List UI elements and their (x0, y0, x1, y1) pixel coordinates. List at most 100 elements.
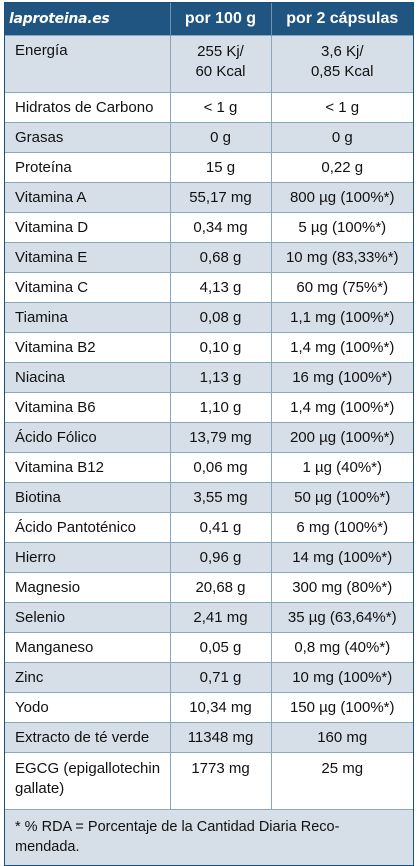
value-per-100g: 0,96 g (169, 542, 271, 573)
value-per-2-capsules-line: 1 µg (40%*) (302, 458, 382, 476)
value-per-100g-line: 0,10 g (199, 338, 242, 356)
value-per-100g-line: 3,55 mg (193, 488, 248, 506)
value-per-2-capsules: 50 µg (100%*) (270, 482, 413, 513)
value-per-2-capsules-line: 25 mg (321, 760, 364, 777)
nutrient-name: Tiamina (5, 302, 170, 333)
nutrient-name: Magnesio (5, 572, 170, 603)
value-per-100g: 255 Kj/60 Kcal (169, 35, 271, 93)
value-per-100g-line: 0,05 g (199, 638, 242, 656)
value-per-100g-line: 255 Kj/ (197, 43, 244, 60)
nutrient-name: Hierro (5, 542, 170, 573)
value-per-2-capsules-line: 1,4 mg (100%*) (290, 338, 395, 356)
value-per-2-capsules: 10 mg (100%*) (270, 662, 413, 693)
value-per-2-capsules: 16 mg (100%*) (270, 362, 413, 393)
value-per-2-capsules-line: 60 mg (75%*) (296, 278, 389, 296)
table-row: Tiamina 0,08 g 1,1 mg (100%*) (5, 302, 413, 333)
value-per-2-capsules-line: 10 mg (83,33%*) (285, 248, 399, 266)
nutrient-name: Ácido Fólico (5, 422, 170, 453)
nutrient-name: Yodo (5, 692, 170, 723)
nutrient-name: Vitamina B12 (5, 452, 170, 483)
brand-logo: laproteina.es (5, 3, 170, 36)
value-per-2-capsules-line: 5 µg (100%*) (298, 218, 387, 236)
table-row: Vitamina A 55,17 mg 800 µg (100%*) (5, 182, 413, 213)
table-row: Ácido Fólico 13,79 mg 200 µg (100%*) (5, 422, 413, 453)
nutrient-name: Vitamina D (5, 212, 170, 243)
nutrient-name: Selenio (5, 602, 170, 633)
value-per-100g: 4,13 g (169, 272, 271, 303)
table-body: Energía 255 Kj/60 Kcal 3,6 Kj/0,85 Kcal Hid… (5, 35, 413, 809)
value-per-100g-line: < 1 g (203, 98, 238, 116)
table-row: Biotina 3,55 mg 50 µg (100%*) (5, 482, 413, 513)
value-per-100g-line: 0,34 mg (193, 218, 248, 236)
value-per-2-capsules-line: 6 mg (100%*) (296, 518, 389, 536)
nutrient-name: Extracto de té verde (5, 722, 170, 753)
brand-logo-text: laproteina.es (9, 11, 110, 27)
table-row: Vitamina B12 0,06 mg 1 µg (40%*) (5, 452, 413, 483)
table-row: Ácido Pantoténico 0,41 g 6 mg (100%*) (5, 512, 413, 543)
nutrient-name: EGCG (epigallotechin gallate) (5, 752, 170, 809)
value-per-2-capsules-line: 200 µg (100%*) (289, 428, 395, 446)
nutrient-name: Manganeso (5, 632, 170, 663)
nutrient-name: Vitamina C (5, 272, 170, 303)
table-row: Hierro 0,96 g 14 mg (100%*) (5, 542, 413, 573)
value-per-100g-line: 0,68 g (199, 248, 242, 266)
value-per-100g: 1773 mg (169, 752, 271, 809)
table-row: Vitamina B2 0,10 g 1,4 mg (100%*) (5, 332, 413, 363)
nutrient-name: Proteína (5, 152, 170, 183)
value-per-2-capsules: 200 µg (100%*) (270, 422, 413, 453)
value-per-100g-line: 20,68 g (195, 578, 246, 596)
value-per-2-capsules: 1,4 mg (100%*) (270, 332, 413, 363)
value-per-100g: 0,41 g (169, 512, 271, 543)
nutrient-name-line: gallate) (15, 780, 65, 797)
value-per-2-capsules-line: 150 µg (100%*) (289, 698, 395, 716)
column-header-per-2-capsules: por 2 cápsulas (270, 3, 413, 36)
value-per-2-capsules: 60 mg (75%*) (270, 272, 413, 303)
value-per-100g: 0,08 g (169, 302, 271, 333)
value-per-2-capsules-line: 800 µg (100%*) (289, 188, 395, 206)
value-per-100g-line: 55,17 mg (189, 188, 252, 206)
value-per-100g-line: 1,10 g (199, 398, 242, 416)
table-row: Niacina 1,13 g 16 mg (100%*) (5, 362, 413, 393)
nutrient-name: Zinc (5, 662, 170, 693)
value-per-100g: 11348 mg (169, 722, 271, 753)
value-per-100g: 0 g (169, 122, 271, 153)
value-per-100g: 15 g (169, 152, 271, 183)
value-per-2-capsules: 10 mg (83,33%*) (270, 242, 413, 273)
value-per-100g: 13,79 mg (169, 422, 271, 453)
value-per-2-capsules: 800 µg (100%*) (270, 182, 413, 213)
table-row: Vitamina E 0,68 g 10 mg (83,33%*) (5, 242, 413, 273)
column-header-per-100g: por 100 g (169, 3, 271, 36)
value-per-100g: 3,55 mg (169, 482, 271, 513)
value-per-100g-line: 10,34 mg (189, 698, 252, 716)
value-per-2-capsules-line: 1,4 mg (100%*) (290, 398, 395, 416)
nutrition-table: laproteina.es por 100 g por 2 cápsulas E… (5, 3, 413, 809)
value-per-2-capsules: 160 mg (270, 722, 413, 753)
table-row: Manganeso 0,05 g 0,8 mg (40%*) (5, 632, 413, 663)
footnote: * % RDA = Porcentaje de la Cantidad Diar… (5, 809, 413, 865)
value-per-2-capsules: 0,22 g (270, 152, 413, 183)
value-per-2-capsules-line: 10 mg (100%*) (292, 668, 393, 686)
table-header-row: laproteina.es por 100 g por 2 cápsulas (5, 3, 413, 36)
value-per-100g-line: 1773 mg (191, 760, 250, 777)
value-per-100g: 0,10 g (169, 332, 271, 363)
value-per-100g: 0,05 g (169, 632, 271, 663)
value-per-2-capsules: 1,4 mg (100%*) (270, 392, 413, 423)
value-per-2-capsules-line: 3,6 Kj/ (320, 43, 364, 60)
value-per-2-capsules-line: 0 g (331, 128, 353, 146)
nutrient-name: Vitamina A (5, 182, 170, 213)
value-per-100g: 10,34 mg (169, 692, 271, 723)
value-per-2-capsules-line: 50 µg (100%*) (294, 488, 391, 506)
value-per-2-capsules: 300 mg (80%*) (270, 572, 413, 603)
value-per-100g: 0,34 mg (169, 212, 271, 243)
value-per-2-capsules-line: 300 mg (80%*) (292, 578, 393, 596)
footnote-line: * % RDA = Porcentaje de la Cantidad Diar… (15, 819, 340, 835)
value-per-2-capsules: < 1 g (270, 92, 413, 123)
value-per-2-capsules: 1 µg (40%*) (270, 452, 413, 483)
nutrient-name: Hidratos de Carbono (5, 92, 170, 123)
value-per-2-capsules-line: 16 mg (100%*) (292, 368, 393, 386)
value-per-100g: 0,71 g (169, 662, 271, 693)
value-per-100g-line: 13,79 mg (189, 428, 252, 446)
value-per-2-capsules: 0,8 mg (40%*) (270, 632, 413, 663)
value-per-2-capsules-line: 0,8 mg (40%*) (294, 638, 391, 656)
table-row: Magnesio 20,68 g 300 mg (80%*) (5, 572, 413, 603)
